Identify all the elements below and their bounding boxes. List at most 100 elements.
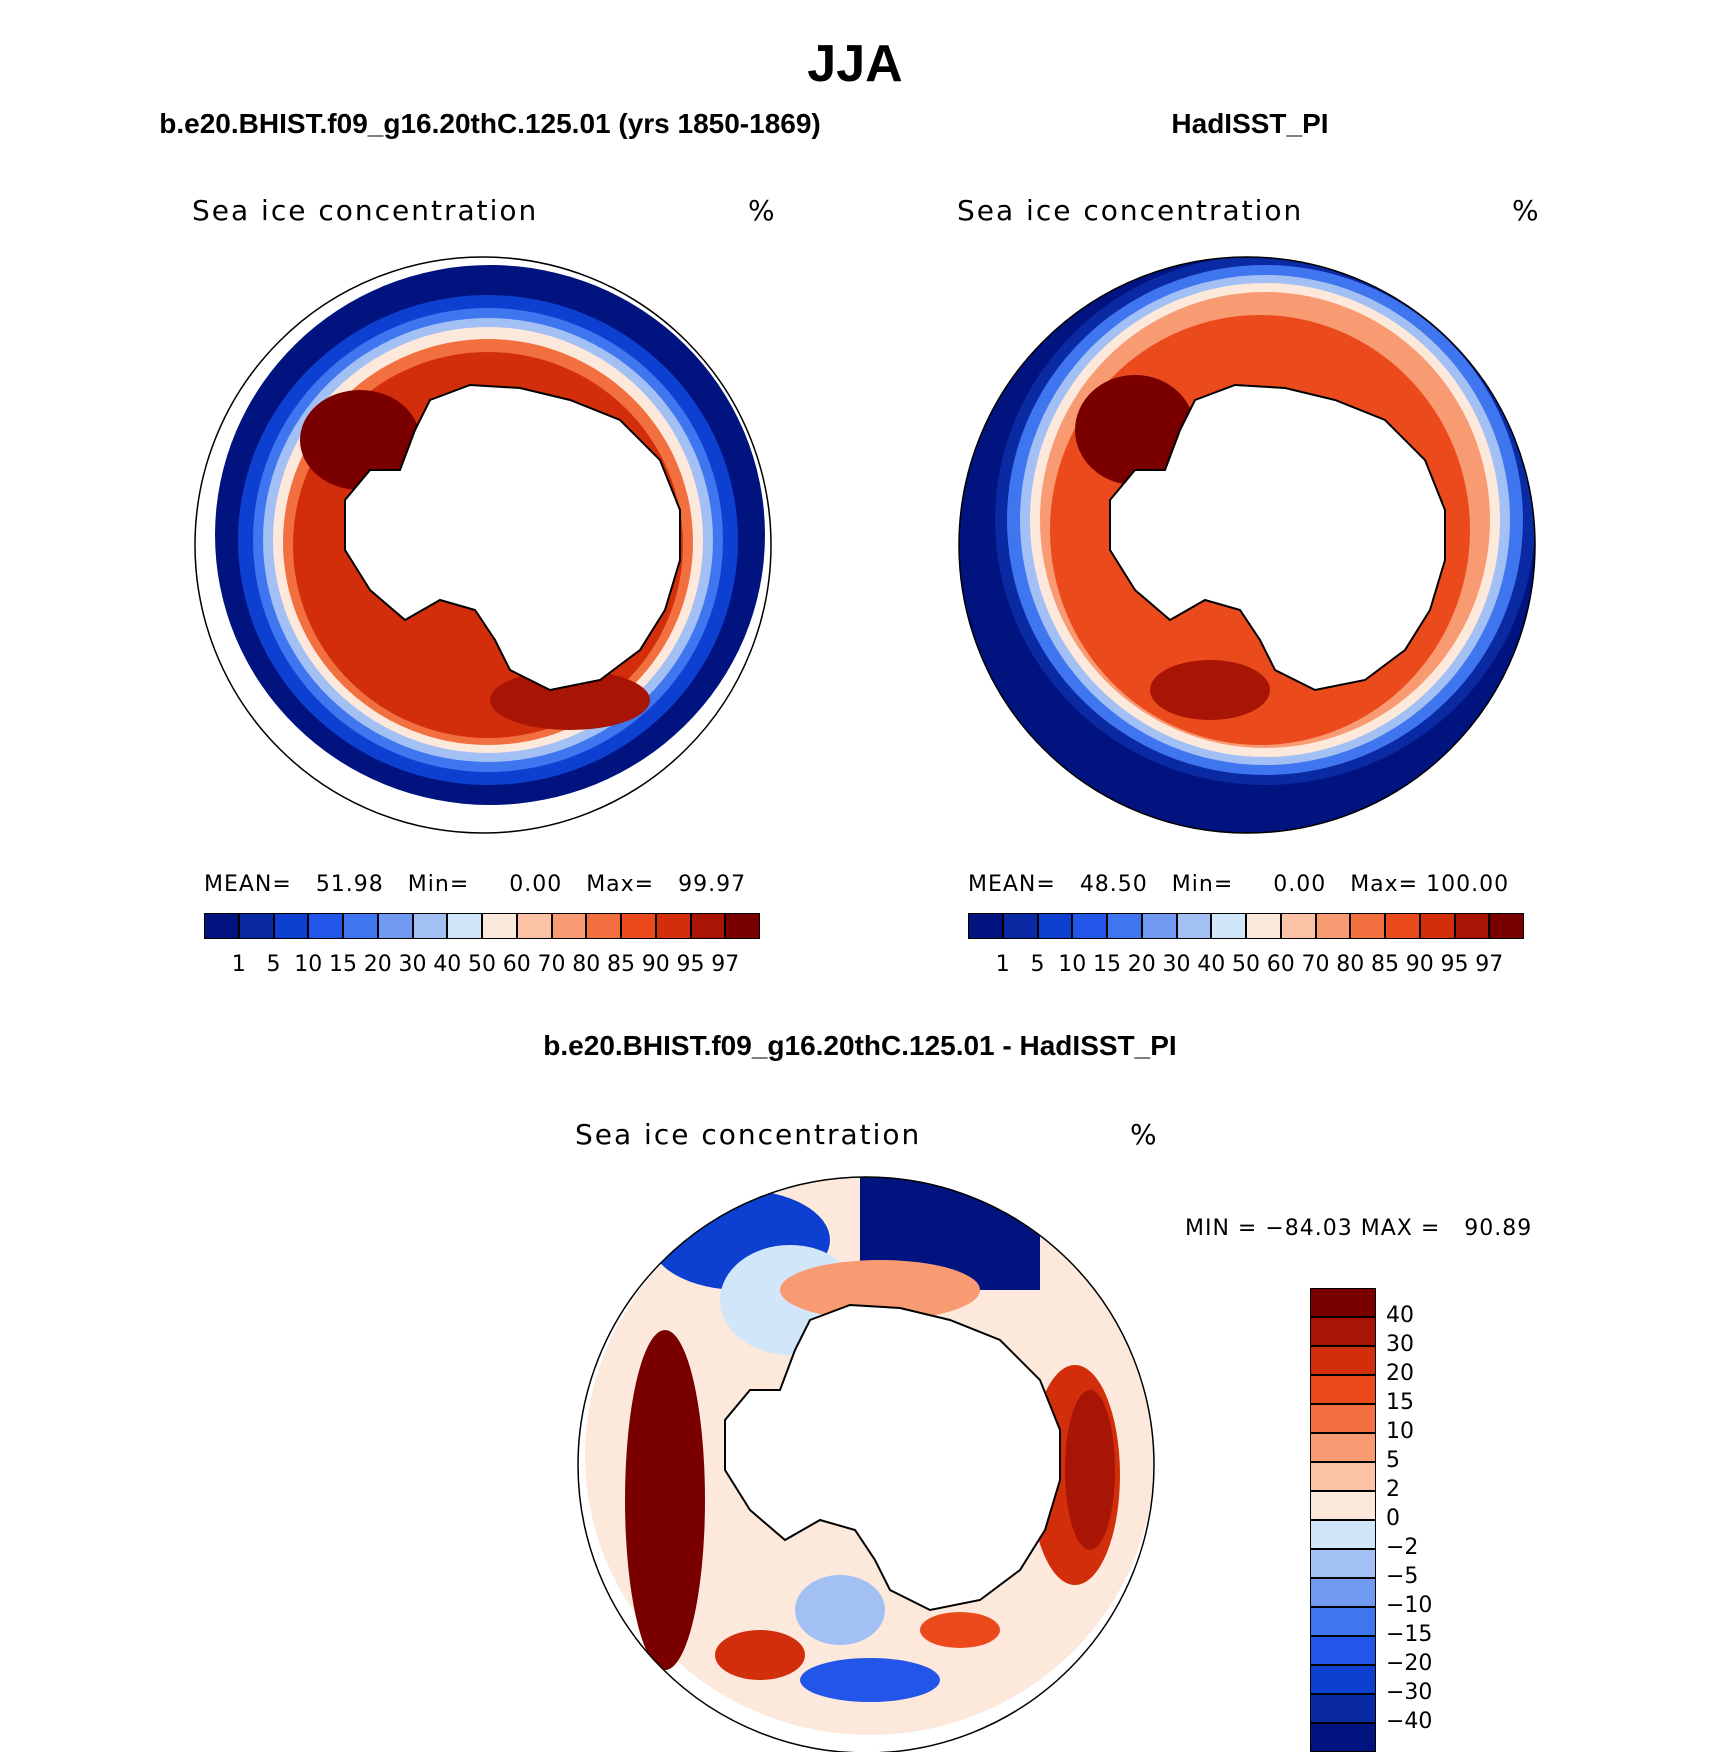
panel2-colorbar-swatch — [1350, 913, 1385, 939]
panel1-colorbar-swatch — [412, 913, 448, 939]
panel3-colorbar-tick-label: 40 — [1386, 1303, 1414, 1328]
panel3-colorbar-swatch — [1310, 1723, 1376, 1752]
panel1-max-value: 99.97 — [678, 872, 747, 897]
panel1-colorbar-swatch — [447, 913, 482, 939]
panel2-colorbar-tick-label: 30 — [1162, 952, 1191, 977]
panel3-colorbar-swatch — [1310, 1317, 1376, 1346]
panel2-unit-label: % — [1512, 194, 1541, 227]
panel3-title: b.e20.BHIST.f09_g16.20thC.125.01 - HadIS… — [543, 1030, 1177, 1061]
panel1-colorbar-tick-label: 95 — [676, 952, 705, 977]
panel2-colorbar-tick-label: 80 — [1336, 952, 1365, 977]
panel3-colorbar-tick-label: −15 — [1386, 1622, 1433, 1647]
panel2-colorbar-swatch — [1454, 913, 1490, 939]
panel2-colorbar-tick-label: 20 — [1127, 952, 1156, 977]
panel2-colorbar-tick-label: 1 — [995, 952, 1010, 977]
panel2-colorbar-swatch — [1315, 913, 1351, 939]
panel3-colorbar-tick-label: 10 — [1386, 1419, 1414, 1444]
panel2-colorbar-swatch — [1280, 913, 1316, 939]
panel1-colorbar-swatch — [655, 913, 691, 939]
panel1-colorbar-tick-label: 90 — [641, 952, 670, 977]
panel2-colorbar-swatch — [1107, 913, 1142, 939]
panel3-colorbar-tick-label: −30 — [1386, 1680, 1433, 1705]
panel3-colorbar-tick-label: −40 — [1386, 1709, 1433, 1734]
panel3-colorbar-tick-label: 30 — [1386, 1332, 1414, 1357]
panel2-min-label: Min= — [1171, 872, 1234, 897]
panel2-colorbar-swatch — [1246, 913, 1281, 939]
panel1-colorbar-tick-label: 30 — [398, 952, 427, 977]
panel2-colorbar-labels: 1 5 10 15 20 30 40 50 60 70 80 85 90 95 97 — [968, 952, 1524, 980]
panel1-colorbar-swatch — [621, 913, 656, 939]
panel3-unit-label: % — [1130, 1118, 1159, 1151]
panel3-colorbar-tick-label: −2 — [1386, 1535, 1419, 1560]
panel3-colorbar-swatch — [1310, 1578, 1376, 1607]
panel1-colorbar-swatch — [343, 913, 378, 939]
panel3-colorbar-tick-label: −20 — [1386, 1651, 1433, 1676]
panel2-colorbar-swatch — [1419, 913, 1455, 939]
panel1-colorbar-tick-label: 97 — [711, 952, 740, 977]
panel1-colorbar-swatch — [377, 913, 413, 939]
panel2-colorbar-tick-label: 90 — [1405, 952, 1434, 977]
panel2-mean-value: 48.50 — [1079, 872, 1148, 897]
panel2-map-border — [958, 256, 1536, 834]
panel3-variable-label: Sea ice concentration — [575, 1118, 922, 1151]
panel2-colorbar-swatch — [1037, 913, 1073, 939]
panel1-colorbar-tick-label: 1 — [231, 952, 246, 977]
panel3-colorbar-tick-label: 5 — [1386, 1448, 1400, 1473]
panel2-colorbar-tick-label: 97 — [1475, 952, 1504, 977]
panel3-stats: MIN = −84.03 MAX = 90.89 — [1185, 1216, 1533, 1241]
panel1-colorbar-swatch — [238, 913, 274, 939]
panel3-colorbar-tick-label: −5 — [1386, 1564, 1419, 1589]
panel2-min-value: 0.00 — [1273, 872, 1327, 897]
panel1-unit-label: % — [748, 194, 777, 227]
panel1-map-border — [194, 256, 772, 834]
panel3-colorbar-swatch — [1310, 1462, 1376, 1491]
panel1-colorbar-swatch — [273, 913, 309, 939]
panel2-colorbar-swatch — [1141, 913, 1177, 939]
panel1-mean-label: MEAN= — [204, 872, 292, 897]
panel3-colorbar-swatch — [1310, 1665, 1376, 1694]
panel3-colorbar-tick-label: 2 — [1386, 1477, 1400, 1502]
panel1-colorbar-swatch — [725, 913, 760, 939]
panel1-colorbar-tick-label: 80 — [572, 952, 601, 977]
panel3-colorbar-swatch — [1310, 1288, 1376, 1317]
panel3-colorbar-swatch — [1310, 1636, 1376, 1665]
panel1-colorbar-swatch — [204, 913, 239, 939]
panel2-colorbar-tick-label: 70 — [1301, 952, 1330, 977]
panel3-colorbar-tick-label: 15 — [1386, 1390, 1414, 1415]
panel1-colorbar-swatch — [308, 913, 343, 939]
panel2-colorbar-tick-label: 85 — [1371, 952, 1399, 977]
panel2-mean-label: MEAN= — [968, 872, 1056, 897]
panel2-colorbar-tick-label: 15 — [1093, 952, 1121, 977]
panel2-colorbar-swatch — [1489, 913, 1524, 939]
panel2-colorbar-swatch — [968, 913, 1003, 939]
panel3-colorbar-swatch — [1310, 1491, 1376, 1520]
panel1-colorbar-tick-label: 60 — [502, 952, 531, 977]
panel3-map-border — [577, 1176, 1155, 1752]
panel1-colorbar-tick-label: 15 — [329, 952, 357, 977]
panel1-colorbar-tick-label: 85 — [607, 952, 635, 977]
panel1-stats: MEAN= 51.98 Min= 0.00 Max= 99.97 — [204, 872, 746, 897]
panel2-title: HadISST_PI — [1171, 108, 1329, 139]
panel3-colorbar-swatch — [1310, 1549, 1376, 1578]
panel1-variable-label: Sea ice concentration — [192, 194, 539, 227]
panel2-max-label: Max= — [1350, 872, 1419, 897]
panel1-colorbar-tick-label: 10 — [294, 952, 323, 977]
panel3-antarctica — [724, 1303, 1061, 1612]
panel2-antarctica — [1109, 383, 1446, 692]
panel3-colorbar-swatch — [1310, 1433, 1376, 1462]
panel2-colorbar-swatch — [1211, 913, 1246, 939]
panel3-colorbar-tick-label: 0 — [1386, 1506, 1400, 1531]
panel1-colorbar-labels: 1 5 10 15 20 30 40 50 60 70 80 85 90 95 97 — [204, 952, 760, 980]
panel1-mean-value: 51.98 — [315, 872, 384, 897]
panel2-colorbar-tick-label: 10 — [1058, 952, 1087, 977]
panel1-min-value: 0.00 — [509, 872, 563, 897]
panel1-colorbar-swatch — [516, 913, 552, 939]
panel1-title: b.e20.BHIST.f09_g16.20thC.125.01 (yrs 18… — [159, 108, 821, 139]
panel2-colorbar-swatch — [1176, 913, 1212, 939]
panel2-colorbar-swatch — [1385, 913, 1420, 939]
panel3-colorbar-swatch — [1310, 1520, 1376, 1549]
panel2-colorbar-tick-label: 60 — [1266, 952, 1295, 977]
panel1-colorbar-swatch — [690, 913, 726, 939]
panel3-colorbar-swatch — [1310, 1346, 1376, 1375]
panel1-colorbar-tick-label: 5 — [266, 952, 281, 977]
